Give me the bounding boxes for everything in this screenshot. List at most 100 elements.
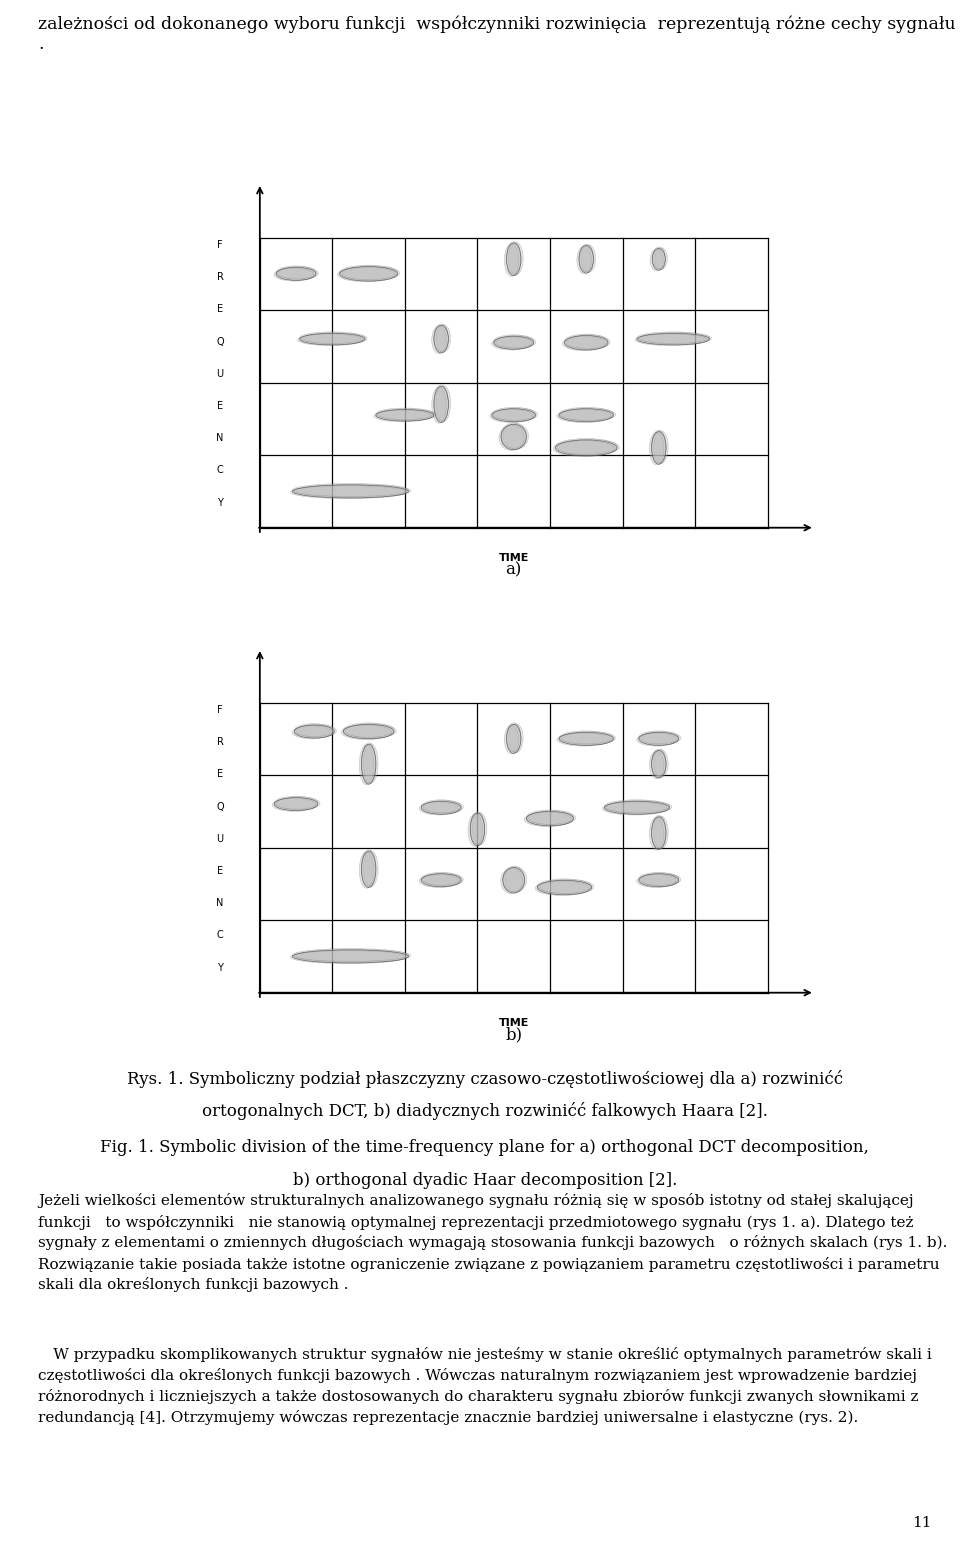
Ellipse shape [556,439,617,454]
Ellipse shape [434,386,448,423]
Ellipse shape [301,333,367,344]
Ellipse shape [340,267,397,281]
Ellipse shape [359,746,373,784]
Text: Jeżeli wielkości elementów strukturalnych analizowanego sygnału różnią się w spo: Jeżeli wielkości elementów strukturalnyc… [38,1194,948,1293]
Ellipse shape [364,851,378,887]
Ellipse shape [421,801,461,814]
Text: C: C [217,465,224,476]
Ellipse shape [503,868,524,893]
Text: TIME: TIME [498,553,529,563]
Ellipse shape [556,440,617,456]
Ellipse shape [361,744,376,784]
Ellipse shape [432,388,446,423]
Ellipse shape [641,732,681,744]
Ellipse shape [636,733,677,746]
Ellipse shape [276,797,320,811]
Ellipse shape [361,742,376,783]
Text: N: N [216,434,224,443]
Ellipse shape [507,242,521,274]
Text: E: E [217,401,223,411]
Ellipse shape [503,866,524,891]
Ellipse shape [420,874,459,888]
Ellipse shape [605,800,670,812]
Text: Fig. 1. Symbolic division of the time-frequency plane for a) orthogonal DCT deco: Fig. 1. Symbolic division of the time-fr… [101,1139,869,1156]
Ellipse shape [376,409,434,422]
Ellipse shape [290,950,406,964]
Ellipse shape [605,801,670,814]
Ellipse shape [638,873,679,885]
Ellipse shape [340,265,397,279]
Ellipse shape [579,245,593,273]
Ellipse shape [504,243,518,276]
Ellipse shape [638,874,679,887]
Ellipse shape [276,267,316,281]
Ellipse shape [564,335,608,350]
Ellipse shape [564,335,608,349]
Ellipse shape [274,268,314,281]
Ellipse shape [292,725,332,739]
Ellipse shape [649,432,664,465]
Ellipse shape [652,815,666,848]
Ellipse shape [654,750,668,777]
Ellipse shape [361,849,376,887]
Ellipse shape [423,873,464,887]
Ellipse shape [378,409,436,420]
Ellipse shape [344,722,394,738]
Ellipse shape [492,409,536,422]
Ellipse shape [423,800,464,814]
Ellipse shape [581,245,595,273]
Ellipse shape [468,814,483,846]
Ellipse shape [490,409,534,423]
Ellipse shape [436,324,450,352]
Text: Q: Q [216,801,224,812]
Text: F: F [217,705,223,715]
Text: b): b) [505,1026,522,1043]
Text: E: E [217,304,223,315]
Ellipse shape [361,851,376,888]
Text: U: U [216,369,224,378]
Ellipse shape [540,879,594,894]
Ellipse shape [373,411,432,422]
Ellipse shape [509,724,523,753]
Ellipse shape [654,431,668,463]
Text: R: R [217,273,224,282]
Ellipse shape [526,811,573,826]
Text: Y: Y [217,498,223,508]
Ellipse shape [553,440,615,457]
Ellipse shape [641,873,681,887]
Ellipse shape [538,880,591,894]
Text: b) orthogonal dyadic Haar decomposition [2].: b) orthogonal dyadic Haar decomposition … [293,1172,677,1189]
Ellipse shape [577,246,591,274]
Ellipse shape [293,950,409,963]
Ellipse shape [638,732,679,744]
Ellipse shape [293,484,409,496]
Text: W przypadku skomplikowanych struktur sygnałów nie jesteśmy w stanie określić opt: W przypadku skomplikowanych struktur syg… [38,1347,932,1424]
Ellipse shape [496,335,536,349]
Ellipse shape [364,744,378,783]
Ellipse shape [538,879,591,893]
Ellipse shape [300,332,365,344]
Ellipse shape [493,335,534,347]
Ellipse shape [559,732,613,744]
Text: zależności od dokonanego wyboru funkcji  współczynniki rozwinięcia  reprezentują: zależności od dokonanego wyboru funkcji … [38,16,956,53]
Ellipse shape [290,485,406,499]
Ellipse shape [436,386,450,422]
Ellipse shape [562,732,615,744]
Ellipse shape [557,409,612,423]
Text: TIME: TIME [498,1018,529,1028]
Ellipse shape [639,333,711,344]
Ellipse shape [275,798,318,811]
Text: C: C [217,930,224,941]
Ellipse shape [295,724,334,736]
Ellipse shape [470,814,485,846]
Ellipse shape [275,797,318,809]
Ellipse shape [562,408,615,422]
Ellipse shape [344,724,394,739]
Ellipse shape [652,431,666,463]
Ellipse shape [607,800,672,814]
Ellipse shape [652,749,666,777]
Ellipse shape [566,335,611,349]
Ellipse shape [509,242,523,274]
Ellipse shape [529,811,576,825]
Ellipse shape [637,332,709,344]
